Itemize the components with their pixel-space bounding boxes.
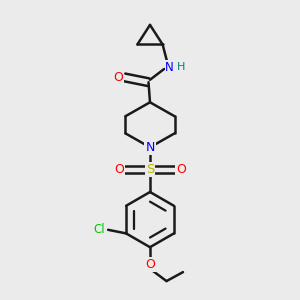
Text: O: O (114, 71, 123, 84)
Text: N: N (165, 61, 174, 74)
Text: N: N (145, 141, 155, 154)
Text: Cl: Cl (93, 223, 105, 236)
Text: S: S (146, 163, 154, 176)
Text: H: H (177, 62, 185, 73)
Text: O: O (114, 163, 124, 176)
Text: O: O (176, 163, 186, 176)
Text: O: O (145, 258, 155, 271)
